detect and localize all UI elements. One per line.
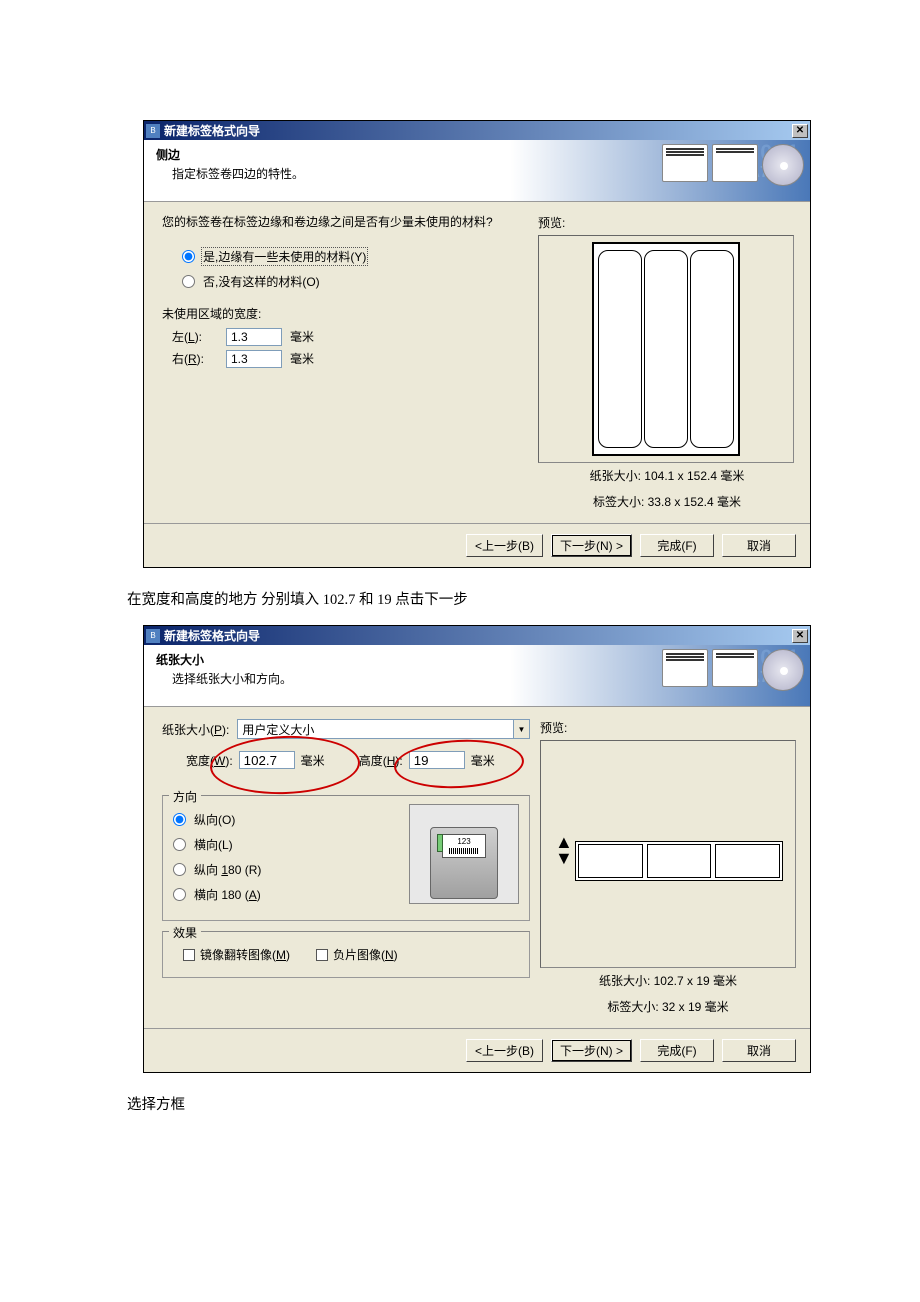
dialog-papersize: B 新建标签格式向导 ✕ 纸张大小 选择纸张大小和方向。 3597001 A7-… bbox=[143, 625, 811, 1073]
radio-p180-label[interactable]: 纵向 180 (R) bbox=[192, 860, 263, 879]
radio-yes-label[interactable]: 是,边缘有一些未使用的材料(Y) bbox=[201, 247, 368, 266]
unit-w: 毫米 bbox=[301, 752, 325, 769]
preview-paper-2 bbox=[575, 841, 783, 881]
header-title: 侧边 bbox=[156, 146, 564, 163]
radio-portrait-label[interactable]: 纵向(O) bbox=[192, 810, 237, 829]
cancel-button[interactable]: 取消 bbox=[722, 534, 796, 557]
arrow-icon: ▲▼ bbox=[555, 837, 573, 863]
button-bar: <上一步(B) 下一步(N) > 完成(F) 取消 bbox=[144, 523, 810, 567]
back-button-2[interactable]: <上一步(B) bbox=[466, 1039, 543, 1062]
back-button[interactable]: <上一步(B) bbox=[466, 534, 543, 557]
finish-button-2[interactable]: 完成(F) bbox=[640, 1039, 714, 1062]
right-label: 右(R): bbox=[172, 350, 220, 367]
label-size-info: 标签大小: 33.8 x 152.4 毫米 bbox=[538, 489, 796, 515]
printer-image: 123 bbox=[409, 804, 519, 904]
printer-sample-text: 123 bbox=[457, 837, 470, 846]
dialog-sides: B 新建标签格式向导 ✕ 侧边 指定标签卷四边的特性。 3597001 A7-1… bbox=[143, 120, 811, 568]
preview-label: 预览: bbox=[538, 214, 796, 231]
close-button-2[interactable]: ✕ bbox=[792, 629, 808, 643]
radio-no-label[interactable]: 否,没有这样的材料(O) bbox=[201, 272, 322, 291]
finish-button[interactable]: 完成(F) bbox=[640, 534, 714, 557]
header-subtitle: 指定标签卷四边的特性。 bbox=[172, 165, 564, 182]
papersize-label: 纸张大小(P): bbox=[162, 721, 229, 738]
app-icon-2: B bbox=[146, 629, 160, 643]
radio-l180[interactable] bbox=[173, 888, 186, 901]
radio-yes[interactable] bbox=[182, 250, 195, 263]
label-size-info-2: 标签大小: 32 x 19 毫米 bbox=[540, 994, 796, 1020]
radio-p180[interactable] bbox=[173, 863, 186, 876]
papersize-select[interactable]: 用户定义大小 ▼ bbox=[237, 719, 530, 739]
radio-landscape[interactable] bbox=[173, 838, 186, 851]
button-bar-2: <上一步(B) 下一步(N) > 完成(F) 取消 bbox=[144, 1028, 810, 1072]
instruction-1: 在宽度和高度的地方 分别填入 102.7 和 19 点击下一步 bbox=[127, 588, 795, 609]
question-text: 您的标签卷在标签边缘和卷边缘之间是否有少量未使用的材料? bbox=[162, 214, 528, 231]
mirror-checkbox[interactable]: 镜像翻转图像(M) bbox=[183, 946, 290, 963]
header-graphic bbox=[662, 144, 804, 186]
next-button[interactable]: 下一步(N) > bbox=[551, 534, 632, 557]
titlebar-2: B 新建标签格式向导 ✕ bbox=[144, 626, 810, 645]
close-button[interactable]: ✕ bbox=[792, 124, 808, 138]
radio-l180-label[interactable]: 横向 180 (A) bbox=[192, 885, 263, 904]
next-button-2[interactable]: 下一步(N) > bbox=[551, 1039, 632, 1062]
papersize-value: 用户定义大小 bbox=[242, 721, 314, 738]
preview-box-2: ▲▼ bbox=[540, 740, 796, 968]
wizard-header: 侧边 指定标签卷四边的特性。 3597001 A7-118 bbox=[144, 140, 810, 202]
preview-paper bbox=[592, 242, 740, 456]
effect-legend: 效果 bbox=[169, 924, 201, 941]
unit-right: 毫米 bbox=[290, 350, 314, 367]
orientation-legend: 方向 bbox=[169, 788, 201, 805]
paper-size-info-2: 纸张大小: 102.7 x 19 毫米 bbox=[540, 968, 796, 994]
height-input[interactable] bbox=[409, 751, 465, 769]
title-text-2: 新建标签格式向导 bbox=[164, 627, 792, 644]
height-label: 高度(H): bbox=[359, 752, 403, 769]
paper-size-info: 纸张大小: 104.1 x 152.4 毫米 bbox=[538, 463, 796, 489]
left-input[interactable] bbox=[226, 328, 282, 346]
width-input[interactable] bbox=[239, 751, 295, 769]
unit-left: 毫米 bbox=[290, 328, 314, 345]
instruction-2: 选择方框 bbox=[127, 1093, 795, 1114]
radio-portrait[interactable] bbox=[173, 813, 186, 826]
header-subtitle-2: 选择纸张大小和方向。 bbox=[172, 670, 564, 687]
left-label: 左(L): bbox=[172, 328, 220, 345]
effect-fieldset: 效果 镜像翻转图像(M) 负片图像(N) bbox=[162, 931, 530, 978]
width-label: 宽度(W): bbox=[186, 752, 233, 769]
cancel-button-2[interactable]: 取消 bbox=[722, 1039, 796, 1062]
unit-h: 毫米 bbox=[471, 752, 495, 769]
preview-box bbox=[538, 235, 794, 463]
title-text: 新建标签格式向导 bbox=[164, 122, 792, 139]
radio-no[interactable] bbox=[182, 275, 195, 288]
radio-landscape-label[interactable]: 横向(L) bbox=[192, 835, 235, 854]
wizard-header-2: 纸张大小 选择纸张大小和方向。 3597001 A7-118 bbox=[144, 645, 810, 707]
mirror-label: 镜像翻转图像(M) bbox=[200, 946, 290, 963]
preview-label-2: 预览: bbox=[540, 719, 796, 736]
right-input[interactable] bbox=[226, 350, 282, 368]
unused-width-label: 未使用区域的宽度: bbox=[162, 305, 528, 322]
header-graphic-2 bbox=[662, 649, 804, 691]
negative-checkbox[interactable]: 负片图像(N) bbox=[316, 946, 398, 963]
dropdown-icon: ▼ bbox=[513, 720, 529, 738]
negative-label: 负片图像(N) bbox=[333, 946, 398, 963]
orientation-fieldset: 方向 纵向(O) 横向(L) bbox=[162, 795, 530, 921]
titlebar: B 新建标签格式向导 ✕ bbox=[144, 121, 810, 140]
app-icon: B bbox=[146, 124, 160, 138]
header-title-2: 纸张大小 bbox=[156, 651, 564, 668]
